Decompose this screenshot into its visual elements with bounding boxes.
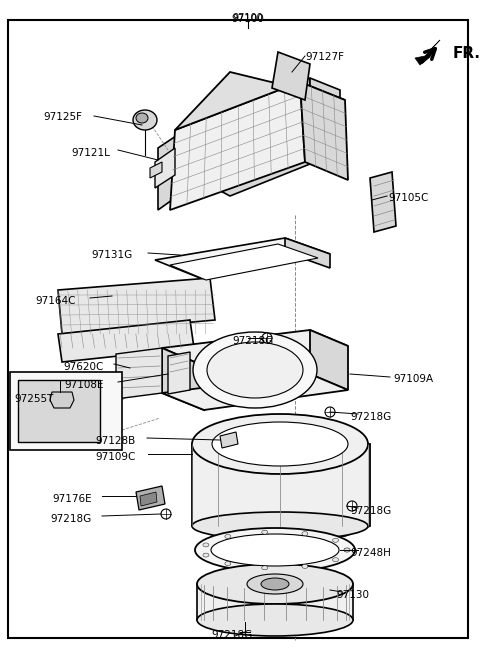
Ellipse shape (197, 604, 353, 636)
Polygon shape (192, 444, 370, 536)
Polygon shape (170, 244, 318, 280)
Text: 97125F: 97125F (43, 112, 82, 122)
Ellipse shape (195, 528, 355, 572)
Ellipse shape (207, 342, 303, 398)
Ellipse shape (302, 564, 308, 568)
Text: 97218G: 97218G (51, 514, 92, 524)
Ellipse shape (333, 558, 338, 562)
Polygon shape (50, 392, 74, 408)
Ellipse shape (325, 407, 335, 417)
Polygon shape (162, 348, 204, 410)
Polygon shape (58, 320, 194, 362)
Polygon shape (200, 138, 340, 196)
Ellipse shape (262, 530, 268, 534)
Ellipse shape (211, 534, 339, 566)
Ellipse shape (262, 566, 268, 570)
Text: 97130: 97130 (336, 590, 369, 600)
Polygon shape (310, 330, 348, 390)
Text: FR.: FR. (453, 47, 480, 62)
Text: 97109A: 97109A (393, 374, 433, 384)
Bar (18, 380, 100, 442)
Text: 97100: 97100 (231, 14, 264, 24)
Ellipse shape (136, 113, 148, 123)
Ellipse shape (247, 574, 303, 594)
Ellipse shape (302, 531, 308, 536)
Ellipse shape (193, 332, 317, 408)
Text: 97131G: 97131G (92, 250, 133, 260)
Polygon shape (370, 172, 396, 232)
Text: 97105C: 97105C (388, 193, 428, 203)
Text: 97620C: 97620C (64, 362, 104, 372)
Text: 97109C: 97109C (96, 452, 136, 462)
Ellipse shape (225, 562, 231, 566)
Ellipse shape (225, 535, 231, 538)
Ellipse shape (333, 538, 338, 542)
Polygon shape (58, 278, 215, 334)
Bar (10, 372, 122, 450)
Polygon shape (300, 82, 348, 180)
Polygon shape (285, 238, 330, 268)
Ellipse shape (344, 548, 350, 552)
Ellipse shape (192, 414, 368, 474)
Text: 97121L: 97121L (71, 148, 110, 158)
Polygon shape (158, 120, 200, 210)
Ellipse shape (261, 578, 289, 590)
Ellipse shape (262, 333, 272, 343)
Polygon shape (150, 162, 162, 178)
Polygon shape (116, 348, 162, 399)
Text: 97127F: 97127F (305, 52, 344, 62)
Ellipse shape (203, 543, 209, 547)
Polygon shape (175, 72, 345, 130)
Polygon shape (140, 492, 157, 506)
Polygon shape (162, 330, 348, 366)
Polygon shape (197, 584, 353, 630)
Polygon shape (310, 78, 340, 152)
Text: 97218G: 97218G (350, 506, 391, 516)
Text: 97108E: 97108E (64, 380, 104, 390)
Polygon shape (200, 78, 310, 180)
Polygon shape (136, 486, 165, 510)
Ellipse shape (347, 501, 357, 511)
Polygon shape (155, 148, 175, 188)
Text: 97164C: 97164C (36, 296, 76, 306)
Polygon shape (162, 374, 348, 410)
Text: 97100: 97100 (233, 13, 264, 23)
Text: 97218G: 97218G (232, 336, 273, 346)
Polygon shape (272, 52, 310, 100)
Ellipse shape (212, 422, 348, 466)
Ellipse shape (203, 553, 209, 557)
Polygon shape (415, 40, 440, 65)
Text: 97176E: 97176E (52, 494, 92, 504)
Text: 97128B: 97128B (96, 436, 136, 446)
Polygon shape (170, 82, 305, 210)
Ellipse shape (161, 509, 171, 519)
Polygon shape (220, 432, 238, 448)
Ellipse shape (133, 110, 157, 130)
Text: 97218G: 97218G (211, 630, 252, 640)
Ellipse shape (344, 548, 350, 552)
Text: 97218G: 97218G (350, 412, 391, 422)
Polygon shape (155, 238, 330, 278)
Text: 97255T: 97255T (14, 394, 53, 404)
Ellipse shape (192, 512, 368, 540)
Ellipse shape (197, 564, 353, 604)
Polygon shape (168, 352, 190, 394)
Text: 97248H: 97248H (350, 548, 391, 558)
